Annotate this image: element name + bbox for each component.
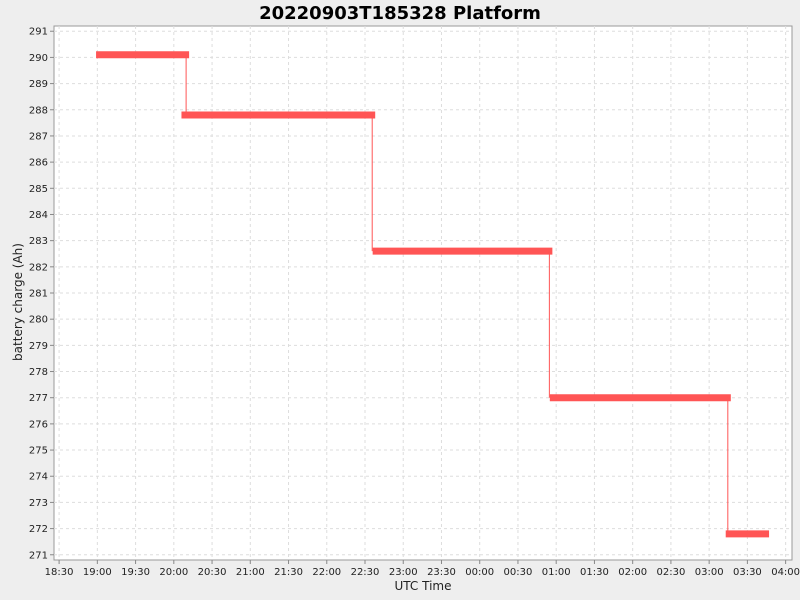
y-tick-label: 273 [29, 498, 48, 509]
x-tick-label: 03:00 [695, 567, 724, 578]
x-axis: 18:30 19:00 19:30 20:00 20:30 21:00 21:30 22:00… [45, 560, 800, 578]
y-tick-label: 274 [29, 472, 48, 483]
x-tick-label: 04:00 [771, 567, 800, 578]
chart-title: 20220903T185328 Platform [259, 3, 541, 24]
x-tick-label: 20:30 [198, 567, 227, 578]
x-tick-label: 23:30 [427, 567, 456, 578]
y-tick-label: 280 [29, 315, 48, 326]
x-tick-label: 22:00 [312, 567, 341, 578]
y-tick-label: 278 [29, 367, 48, 378]
y-tick-label: 272 [29, 524, 48, 535]
x-tick-label: 21:00 [236, 567, 265, 578]
x-tick-label: 22:30 [351, 567, 380, 578]
y-tick-label: 277 [29, 393, 48, 404]
y-tick-label: 291 [29, 27, 48, 38]
y-tick-label: 283 [29, 236, 48, 247]
y-axis: 271 272 273 274 275 276 277 278 279 280 281 282 283 2… [29, 27, 54, 561]
x-tick-label: 21:30 [274, 567, 303, 578]
y-tick-label: 285 [29, 184, 48, 195]
x-tick-label: 02:30 [656, 567, 685, 578]
y-tick-label: 276 [29, 419, 48, 430]
y-tick-label: 279 [29, 341, 48, 352]
y-tick-label: 288 [29, 105, 48, 116]
x-tick-label: 18:30 [45, 567, 74, 578]
y-tick-label: 286 [29, 158, 48, 169]
x-axis-label: UTC Time [395, 579, 452, 593]
x-tick-label: 19:00 [83, 567, 112, 578]
y-tick-label: 287 [29, 131, 48, 142]
x-tick-label: 02:00 [618, 567, 647, 578]
y-tick-label: 275 [29, 446, 48, 457]
x-tick-label: 23:00 [389, 567, 418, 578]
x-tick-label: 20:00 [159, 567, 188, 578]
y-tick-label: 271 [29, 550, 48, 561]
series-battery-charge [96, 51, 770, 538]
x-tick-label: 01:00 [542, 567, 571, 578]
y-tick-label: 284 [29, 210, 48, 221]
y-axis-label: battery charge (Ah) [11, 243, 25, 361]
x-tick-label: 01:30 [580, 567, 609, 578]
y-tick-label: 281 [29, 289, 48, 300]
x-tick-label: 19:30 [121, 567, 150, 578]
y-tick-label: 282 [29, 262, 48, 273]
x-tick-label: 03:30 [733, 567, 762, 578]
x-tick-label: 00:30 [504, 567, 533, 578]
y-tick-label: 289 [29, 79, 48, 90]
x-tick-label: 00:00 [465, 567, 494, 578]
y-tick-label: 290 [29, 53, 48, 64]
